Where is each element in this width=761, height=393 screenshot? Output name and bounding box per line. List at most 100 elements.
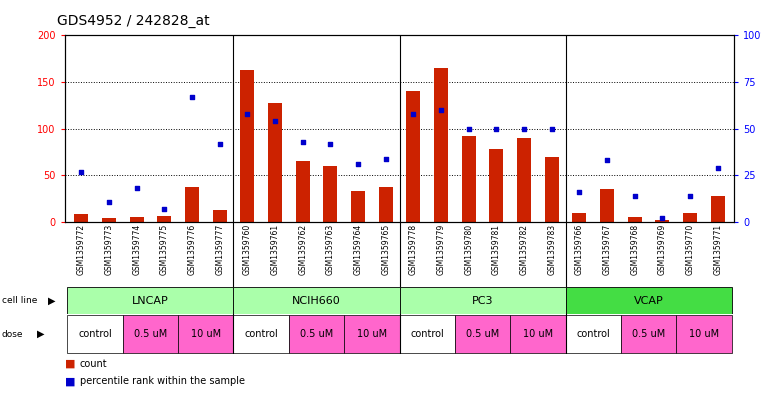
Text: GSM1359776: GSM1359776 bbox=[187, 224, 196, 275]
Text: GSM1359765: GSM1359765 bbox=[381, 224, 390, 275]
Text: control: control bbox=[78, 329, 112, 339]
Point bbox=[380, 155, 392, 162]
Text: GSM1359763: GSM1359763 bbox=[326, 224, 335, 275]
Text: GSM1359771: GSM1359771 bbox=[713, 224, 722, 275]
Text: GSM1359775: GSM1359775 bbox=[160, 224, 169, 275]
Bar bbox=[240, 70, 254, 222]
Text: GSM1359773: GSM1359773 bbox=[104, 224, 113, 275]
Bar bbox=[178, 315, 234, 353]
Bar bbox=[234, 315, 289, 353]
Bar bbox=[434, 68, 448, 222]
Bar bbox=[289, 315, 344, 353]
Text: GSM1359783: GSM1359783 bbox=[547, 224, 556, 275]
Point bbox=[435, 107, 447, 113]
Text: ■: ■ bbox=[65, 376, 75, 386]
Point bbox=[656, 215, 668, 221]
Text: dose: dose bbox=[2, 330, 23, 338]
Text: GSM1359768: GSM1359768 bbox=[630, 224, 639, 275]
Bar bbox=[455, 315, 510, 353]
Text: 0.5 uM: 0.5 uM bbox=[632, 329, 665, 339]
Text: GSM1359779: GSM1359779 bbox=[437, 224, 445, 275]
Text: GSM1359766: GSM1359766 bbox=[575, 224, 584, 275]
Text: GSM1359770: GSM1359770 bbox=[686, 224, 695, 275]
Bar bbox=[268, 103, 282, 222]
Bar bbox=[683, 213, 697, 222]
Bar bbox=[517, 138, 531, 222]
Text: LNCAP: LNCAP bbox=[132, 296, 169, 306]
Bar bbox=[400, 287, 565, 314]
Point bbox=[629, 193, 641, 199]
Point bbox=[214, 140, 226, 147]
Text: VCAP: VCAP bbox=[634, 296, 664, 306]
Bar bbox=[158, 217, 171, 222]
Text: GSM1359781: GSM1359781 bbox=[492, 224, 501, 275]
Text: 10 uM: 10 uM bbox=[357, 329, 387, 339]
Text: 0.5 uM: 0.5 uM bbox=[300, 329, 333, 339]
Text: GSM1359780: GSM1359780 bbox=[464, 224, 473, 275]
Bar bbox=[572, 213, 586, 222]
Bar bbox=[600, 189, 614, 222]
Text: 10 uM: 10 uM bbox=[523, 329, 553, 339]
Bar bbox=[102, 218, 116, 222]
Bar bbox=[185, 187, 199, 222]
Point bbox=[518, 125, 530, 132]
Point bbox=[352, 161, 364, 167]
Bar bbox=[677, 315, 731, 353]
Bar bbox=[351, 191, 365, 222]
Point bbox=[131, 185, 143, 191]
Bar bbox=[565, 287, 731, 314]
Point bbox=[158, 206, 170, 212]
Text: GSM1359772: GSM1359772 bbox=[77, 224, 86, 275]
Text: percentile rank within the sample: percentile rank within the sample bbox=[80, 376, 245, 386]
Text: cell line: cell line bbox=[2, 296, 37, 305]
Text: ▶: ▶ bbox=[48, 296, 56, 306]
Bar bbox=[323, 166, 337, 222]
Bar bbox=[68, 287, 234, 314]
Text: PC3: PC3 bbox=[472, 296, 493, 306]
Text: GDS4952 / 242828_at: GDS4952 / 242828_at bbox=[57, 13, 210, 28]
Bar bbox=[400, 315, 455, 353]
Text: 0.5 uM: 0.5 uM bbox=[466, 329, 499, 339]
Point bbox=[463, 125, 475, 132]
Text: GSM1359778: GSM1359778 bbox=[409, 224, 418, 275]
Point bbox=[546, 125, 558, 132]
Text: GSM1359762: GSM1359762 bbox=[298, 224, 307, 275]
Bar bbox=[655, 220, 670, 222]
Bar bbox=[234, 287, 400, 314]
Bar bbox=[565, 315, 621, 353]
Point bbox=[186, 94, 198, 100]
Bar bbox=[406, 91, 420, 222]
Text: 0.5 uM: 0.5 uM bbox=[134, 329, 167, 339]
Bar bbox=[621, 315, 677, 353]
Bar bbox=[296, 162, 310, 222]
Text: control: control bbox=[576, 329, 610, 339]
Text: control: control bbox=[410, 329, 444, 339]
Point bbox=[297, 139, 309, 145]
Text: GSM1359767: GSM1359767 bbox=[603, 224, 612, 275]
Text: GSM1359764: GSM1359764 bbox=[354, 224, 362, 275]
Text: GSM1359777: GSM1359777 bbox=[215, 224, 224, 275]
Bar bbox=[711, 196, 724, 222]
Point bbox=[573, 189, 585, 195]
Point bbox=[269, 118, 281, 124]
Bar bbox=[123, 315, 178, 353]
Text: GSM1359769: GSM1359769 bbox=[658, 224, 667, 275]
Point bbox=[241, 111, 253, 117]
Bar bbox=[129, 217, 144, 222]
Text: control: control bbox=[244, 329, 278, 339]
Bar bbox=[68, 315, 123, 353]
Point bbox=[490, 125, 502, 132]
Text: 10 uM: 10 uM bbox=[689, 329, 719, 339]
Bar bbox=[344, 315, 400, 353]
Point bbox=[601, 157, 613, 163]
Text: GSM1359774: GSM1359774 bbox=[132, 224, 141, 275]
Point bbox=[75, 169, 88, 175]
Point bbox=[407, 111, 419, 117]
Point bbox=[103, 198, 115, 205]
Text: GSM1359782: GSM1359782 bbox=[520, 224, 529, 275]
Bar bbox=[489, 149, 503, 222]
Text: count: count bbox=[80, 358, 107, 369]
Text: NCIH660: NCIH660 bbox=[292, 296, 341, 306]
Bar bbox=[545, 157, 559, 222]
Bar bbox=[379, 187, 393, 222]
